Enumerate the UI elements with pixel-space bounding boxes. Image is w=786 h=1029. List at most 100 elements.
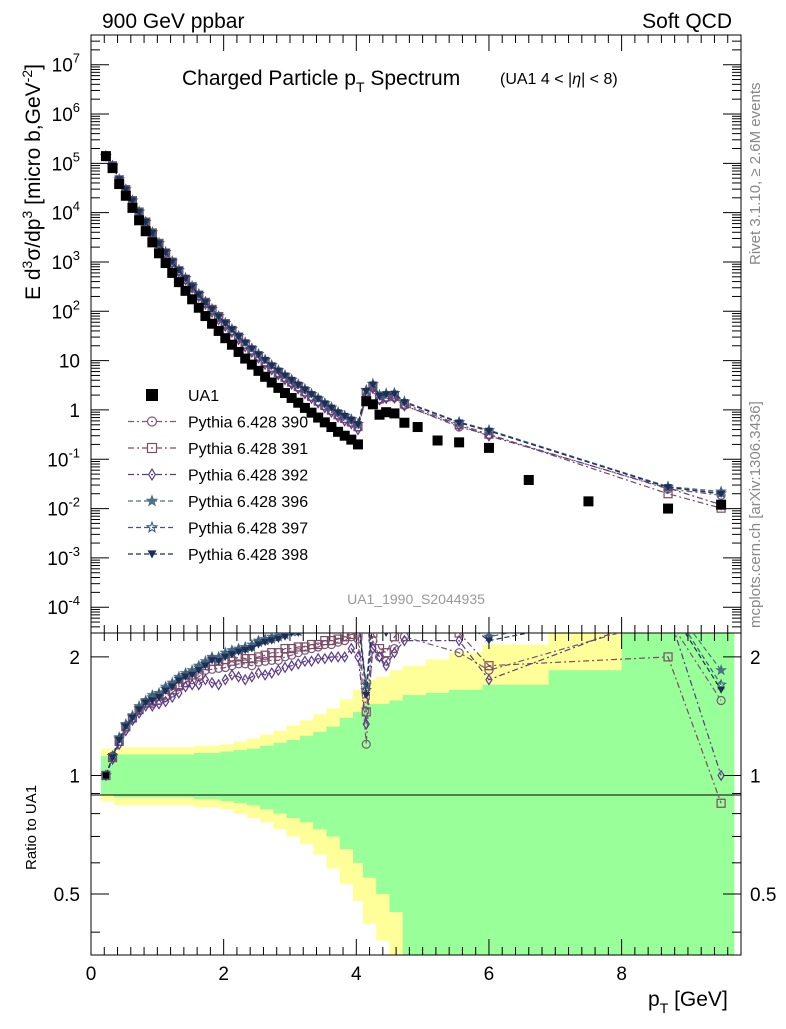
data-point-ua1: [180, 285, 191, 296]
ratio-point-p398: [168, 683, 177, 691]
ratio-point-p391: [381, 648, 391, 658]
ratio-point-p397: [307, 623, 316, 631]
data-point-ua1: [333, 426, 344, 437]
ratio-point-p398: [289, 633, 294, 637]
data-point-ua1: [253, 365, 264, 376]
main-plot-frame: [90, 34, 742, 634]
legend-label-p398: Pythia 6.428 398: [188, 547, 308, 564]
x-tick-label: 0: [86, 964, 97, 985]
ratio-point-p392: [201, 673, 210, 686]
series-point-p398: [307, 391, 316, 399]
ratio-point-p391: [368, 633, 378, 638]
data-point-ua1: [483, 442, 494, 453]
ratio-point-p398: [311, 633, 312, 634]
ratio-point-p391: [340, 633, 350, 642]
ratio-point-p398: [214, 658, 223, 666]
series-point-p398: [194, 291, 203, 299]
ratio-point-p392: [208, 676, 216, 689]
series-point-p398: [340, 412, 349, 421]
ratio-point-p398: [254, 641, 263, 649]
x-tick-label: 8: [616, 964, 627, 985]
y-tick-label-main: 104: [52, 199, 80, 225]
data-point-ua1: [454, 437, 465, 448]
legend-marker-p398: [147, 550, 157, 559]
ratio-point-p397: [664, 598, 673, 606]
ratio-point-p398: [327, 619, 335, 626]
ratio-point-p398: [221, 653, 230, 661]
series-point-p398: [362, 387, 371, 396]
ratio-point-p392: [334, 650, 342, 663]
ratio-point-p398: [354, 612, 362, 619]
ratio-point-p398: [234, 648, 243, 656]
series-point-p398: [267, 362, 276, 370]
data-point-ua1: [583, 496, 594, 507]
ratio-point-p392: [221, 673, 230, 686]
ratio-point-p391: [484, 661, 494, 671]
ratio-point-p392: [195, 678, 203, 691]
ratio-point-p398: [321, 623, 329, 630]
ratio-point-p398: [201, 662, 210, 670]
ratio-point-p392: [362, 718, 370, 731]
data-point-ua1: [716, 499, 727, 510]
ratio-point-p392: [327, 650, 336, 663]
ratio-point-p397: [301, 623, 310, 631]
ratio-point-p391: [353, 633, 363, 638]
ratio-point-p396: [715, 663, 728, 676]
data-point-ua1: [280, 388, 291, 399]
ratio-point-p396: [390, 607, 399, 615]
ratio-point-p396: [340, 611, 349, 619]
data-point-ua1: [127, 202, 138, 213]
ratio-point-p392: [161, 695, 170, 708]
header-left: 900 GeV ppbar: [102, 10, 244, 33]
ratio-point-p391: [293, 642, 303, 652]
ratio-point-p398: [141, 699, 150, 707]
data-point-ua1: [260, 371, 271, 382]
series-point-p398: [353, 421, 362, 429]
legend-marker-p396: [145, 494, 159, 507]
ratio-point-p398: [148, 697, 157, 705]
series-point-p398: [382, 391, 391, 399]
series-point-p398: [227, 326, 236, 334]
ratio-point-p392: [181, 680, 190, 693]
ratio-point-p391: [400, 622, 408, 630]
y-tick-label-main: 103: [52, 248, 80, 274]
ratio-point-p398: [484, 637, 493, 645]
ratio-point-p396: [294, 633, 302, 635]
ratio-point-p398: [274, 635, 283, 644]
ratio-point-p398: [154, 694, 163, 702]
y-axis-title-main: E d3σ/dp3 [micro b,GeV-2]: [19, 64, 45, 300]
y-tick-label-main: 10-1: [47, 445, 80, 471]
series-point-p398: [241, 339, 250, 347]
ratio-point-p392: [382, 659, 390, 672]
ratio-point-p396: [327, 614, 336, 622]
ratio-point-p398: [296, 633, 301, 637]
series-point-p398: [300, 386, 309, 394]
legend-label-p397: Pythia 6.428 397: [188, 521, 308, 538]
data-point-ua1: [107, 163, 118, 174]
series-point-p398: [320, 400, 329, 408]
ratio-point-p391: [320, 636, 330, 646]
data-point-ua1: [266, 377, 277, 388]
ratio-point-p398: [314, 623, 322, 630]
ratio-point-p391: [333, 634, 343, 644]
series-point-p398: [188, 283, 197, 291]
ratio-point-p398: [664, 602, 672, 609]
data-point-ua1: [193, 302, 204, 313]
y-tick-label-main: 106: [52, 100, 80, 126]
data-point-ua1: [114, 179, 125, 190]
ratio-point-p391: [287, 643, 297, 654]
ratio-point-p397: [320, 620, 329, 628]
ratio-point-p398: [281, 633, 290, 641]
ratio-point-p396: [369, 607, 378, 615]
ratio-point-p392: [354, 650, 362, 663]
ratio-point-p396: [301, 621, 310, 629]
x-tick-label: 6: [484, 964, 495, 985]
data-point-ua1: [319, 417, 330, 428]
y-tick-label-main: 10-2: [47, 495, 80, 521]
data-point-ua1: [134, 215, 145, 226]
ratio-point-p392: [261, 668, 269, 681]
data-point-ua1: [352, 439, 363, 450]
series-point-p398: [347, 416, 356, 424]
ratio-point-p398: [108, 754, 117, 762]
x-axis-title: pT [GeV]: [648, 988, 728, 1016]
